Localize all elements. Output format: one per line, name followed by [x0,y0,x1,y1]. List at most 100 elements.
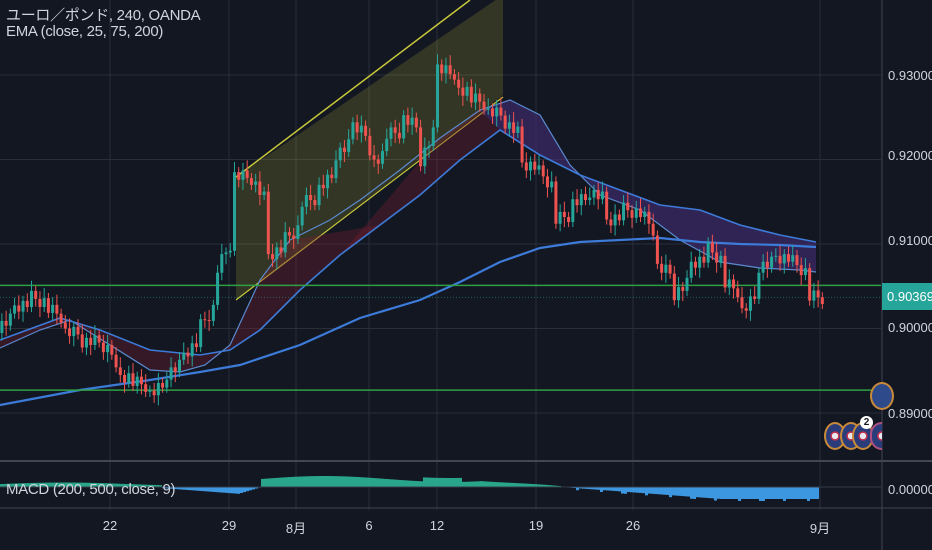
eu-flag-icon[interactable] [870,382,894,410]
macd-bar [219,487,222,493]
macd-bar [210,487,213,492]
macd-bar [600,487,603,492]
macd-bar [519,483,522,487]
channel-lower-line [235,96,504,301]
macd-bar [132,484,135,487]
macd-bar [183,487,186,490]
macd-bar [780,487,783,499]
ema-cloud [480,100,816,272]
macd-bar [597,487,600,490]
macd-bar [807,487,810,501]
macd-bar [240,487,243,493]
candle-body [72,326,76,337]
macd-bar [42,482,45,487]
macd-bar [381,478,384,487]
macd-bar [138,484,141,487]
macd-bar [0,484,3,487]
candle-body [84,337,88,348]
candle-body [461,87,465,96]
candle-body [638,208,642,217]
macd-bar [498,482,501,487]
macd-bar [150,484,153,487]
macd-bar [672,487,675,496]
price-label-091: 0.91000 [888,233,932,248]
macd-bar [468,481,471,487]
macd-bar [714,487,717,501]
time-label-26: 26 [625,518,641,533]
macd-bar [654,487,657,495]
macd-bar [723,487,726,499]
macd-bar [330,476,333,487]
macd-bar [429,477,432,487]
macd-bar [501,482,504,487]
event-count-badge: 2 [860,416,873,429]
macd-bar [435,477,438,487]
candle-body [351,122,355,140]
candle-body [584,194,588,201]
macd-bar [198,487,201,491]
macd-bar [699,487,702,498]
candle-body [448,65,452,75]
macd-bar [168,487,171,489]
candle-body [262,191,266,195]
macd-bar [450,477,453,487]
candle-body [148,390,152,392]
macd-bar [288,477,291,487]
candle-body [596,189,600,200]
macd-bar [285,477,288,487]
candle-body [567,216,571,223]
event-flags[interactable]: 2 [820,380,894,456]
candle-body [698,256,702,268]
macd-bar [663,487,666,495]
candle-body [364,125,368,136]
macd-bar [687,487,690,497]
macd-bar [411,480,414,487]
macd-bar [339,476,342,487]
candle-body [25,300,29,308]
candle-body [258,181,262,195]
macd-bar [774,487,777,499]
candle-body [389,127,393,139]
candle-body [774,255,778,257]
candle-body [381,151,385,164]
candle-body [503,115,507,129]
time-label-22: 22 [102,518,118,533]
candle-body [558,211,562,224]
macd-bar [405,480,408,487]
candle-body [757,272,761,299]
macd-bar [726,487,729,499]
candle-body [194,343,198,348]
candle-body [287,232,291,236]
macd-bar [186,487,189,490]
macd-bar [345,476,348,487]
symbol-legend: ユーロ／ポンド, 240, OANDA [6,7,201,24]
macd-bar [321,476,324,487]
candle-body [524,162,528,171]
candle-body [736,288,740,298]
candle-body [342,147,346,152]
price-label-092: 0.92000 [888,148,932,163]
macd-bar [492,481,495,487]
macd-bar [276,477,279,487]
macd-bar [165,487,168,489]
candle-body [651,223,655,236]
candle-body [321,184,325,189]
candle-body [672,273,676,301]
macd-bar [273,478,276,487]
candle-body [161,383,165,388]
candle-body [51,304,55,313]
macd-bar [465,481,468,487]
candle-body [719,255,723,263]
candle-body [182,352,186,360]
macd-bar [759,487,762,501]
macd-bar [792,487,795,499]
macd-bar [21,483,24,487]
candle-body [237,172,241,180]
candle-body [131,373,135,386]
candle-body [655,235,659,264]
macd-bar [615,487,618,492]
ema-cloud [340,100,816,272]
candle-body [359,125,363,133]
macd-bar [63,482,66,487]
